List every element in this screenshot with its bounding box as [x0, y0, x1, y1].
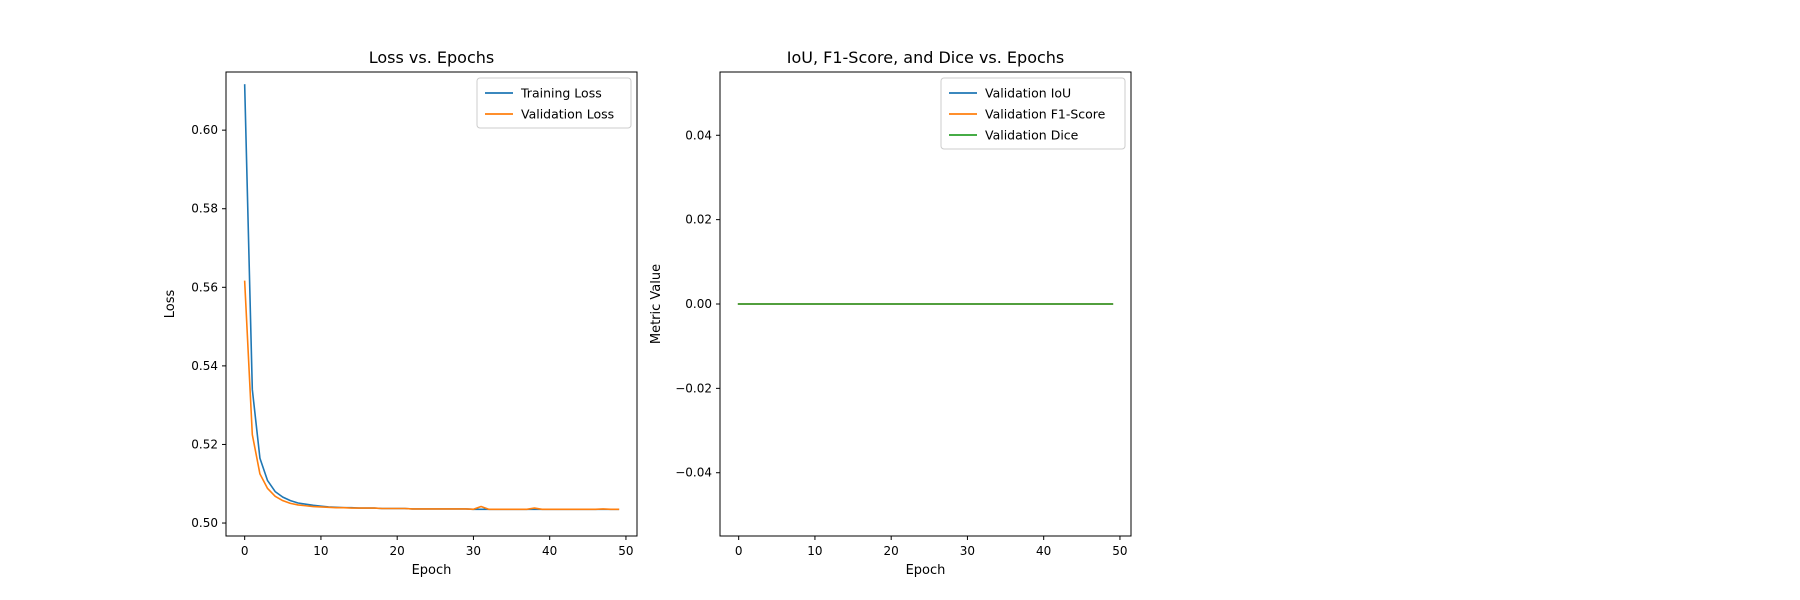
metrics-chart-title: IoU, F1-Score, and Dice vs. Epochs — [787, 48, 1065, 67]
metrics-y-tick-label-0: −0.04 — [675, 466, 712, 480]
loss-y-tick-label-4: 0.58 — [191, 202, 218, 216]
loss-x-tick-label-2: 20 — [390, 544, 405, 558]
loss-y-tick-label-3: 0.56 — [191, 280, 218, 294]
metrics-legend: Validation IoU Validation F1-Score Validat… — [940, 77, 1126, 150]
loss-x-tick-label-4: 40 — [542, 544, 557, 558]
loss-series-line-2 — [243, 280, 620, 511]
metrics-x-tick-label-5: 50 — [1112, 544, 1127, 558]
loss-series-line-1 — [243, 84, 620, 511]
metrics-x-tick-label-2: 20 — [884, 544, 899, 558]
loss-legend-label-1: Training Loss — [520, 86, 602, 101]
metrics-legend-label-1: Validation IoU — [985, 86, 1071, 101]
metrics-y-tick-label-3: 0.02 — [685, 213, 712, 227]
loss-x-tick-label-5: 50 — [618, 544, 633, 558]
loss-legend-box — [476, 77, 632, 129]
loss-y-tick-label-1: 0.52 — [191, 437, 218, 451]
metrics-chart: IoU, F1-Score, and Dice vs. Epochs 0 10 20 3… — [649, 48, 1132, 578]
loss-legend-label-2: Validation Loss — [521, 107, 614, 122]
metrics-legend-label-3: Validation Dice — [985, 128, 1079, 143]
metrics-x-tick-label-3: 30 — [960, 544, 975, 558]
loss-chart: Loss vs. Epochs 0 10 20 30 40 50 0.50 0.52 0.54 0.… — [163, 48, 638, 578]
loss-y-tick-label-2: 0.54 — [191, 359, 218, 373]
loss-series-group — [243, 84, 620, 511]
metrics-x-tick-label-0: 0 — [735, 544, 743, 558]
loss-x-tick-label-3: 30 — [466, 544, 481, 558]
metrics-y-tick-label-2: 0.00 — [685, 297, 712, 311]
loss-x-tick-label-1: 10 — [313, 544, 328, 558]
loss-legend: Training Loss Validation Loss — [476, 77, 632, 129]
loss-x-tick-label-0: 0 — [241, 544, 249, 558]
loss-axes-frame — [225, 71, 638, 537]
metrics-y-tick-label-1: −0.02 — [675, 381, 712, 395]
loss-y-tick-label-5: 0.60 — [191, 123, 218, 137]
loss-x-axis-label: Epoch — [412, 563, 452, 578]
loss-y-tick-label-0: 0.50 — [191, 516, 218, 530]
metrics-y-tick-label-4: 0.04 — [685, 128, 712, 142]
metrics-legend-box — [940, 77, 1126, 150]
metrics-legend-label-2: Validation F1-Score — [985, 107, 1106, 122]
loss-chart-title: Loss vs. Epochs — [369, 48, 494, 67]
loss-y-axis-label: Loss — [163, 290, 178, 319]
metrics-x-tick-label-4: 40 — [1036, 544, 1051, 558]
metrics-x-axis-label: Epoch — [906, 563, 946, 578]
metrics-y-axis-label: Metric Value — [649, 264, 664, 344]
metrics-x-tick-label-1: 10 — [807, 544, 822, 558]
